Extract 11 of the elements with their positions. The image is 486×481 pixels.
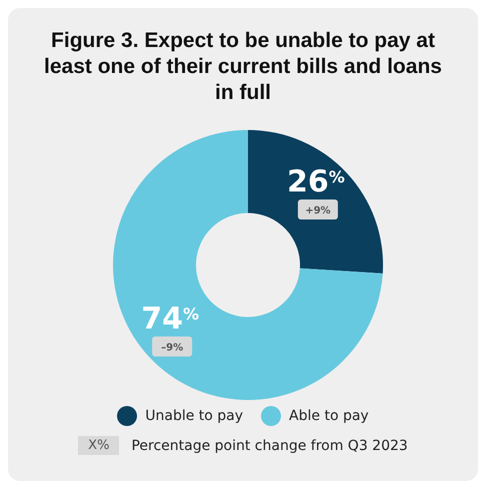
donut-slice: [248, 130, 383, 274]
data-label: 74$^{%}$: [141, 301, 199, 336]
chart-title: Figure 3. Expect to be unable to pay at least one of their current bills and loans in full: [43, 28, 443, 106]
text: Percentage point change from Q3 2023: [131, 438, 408, 454]
data-label: 26$^{%}$: [287, 164, 345, 200]
legend-label: Unable to pay: [145, 408, 244, 424]
legend-label: Able to pay: [289, 408, 369, 424]
donut-slice: [113, 130, 383, 400]
text: X%: [78, 436, 120, 455]
text: –9%: [161, 342, 184, 354]
text: +9%: [305, 206, 331, 217]
